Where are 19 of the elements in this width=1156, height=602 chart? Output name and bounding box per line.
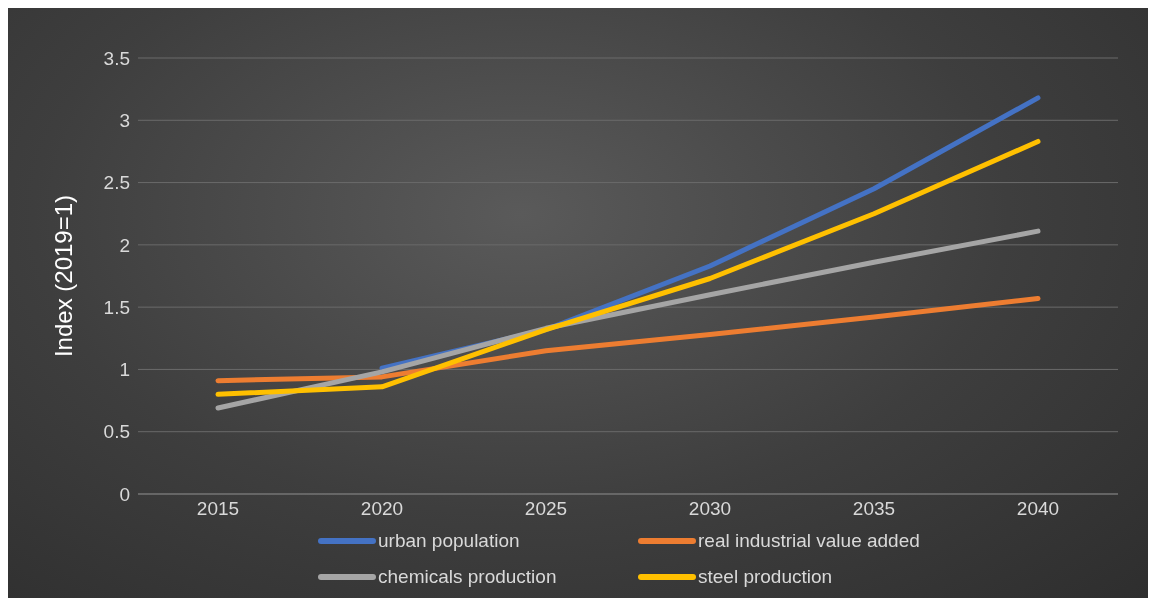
y-tick-label: 3 — [119, 110, 130, 132]
y-tick-label: 1.5 — [103, 296, 130, 318]
y-tick-label: 1 — [119, 359, 130, 381]
y-tick-label: 3.5 — [103, 47, 130, 69]
y-axis-title: Index (2019=1) — [49, 194, 77, 358]
y-tick-label: 2 — [119, 234, 130, 256]
y-tick-label: 0.5 — [103, 421, 130, 443]
x-tick-label: 2030 — [688, 498, 732, 520]
x-tick-label: 2035 — [852, 498, 896, 520]
x-tick-label: 2015 — [196, 498, 240, 520]
x-tick-label: 2040 — [1016, 498, 1060, 520]
y-tick-label: 2.5 — [103, 172, 130, 194]
legend-label: urban population — [378, 530, 520, 552]
legend-label: chemicals production — [378, 566, 557, 588]
y-tick-label: 0 — [119, 483, 130, 505]
legend-label: real industrial value added — [698, 530, 920, 552]
legend-label: steel production — [698, 566, 833, 588]
x-tick-label: 2020 — [360, 498, 404, 520]
x-tick-label: 2025 — [524, 498, 568, 520]
